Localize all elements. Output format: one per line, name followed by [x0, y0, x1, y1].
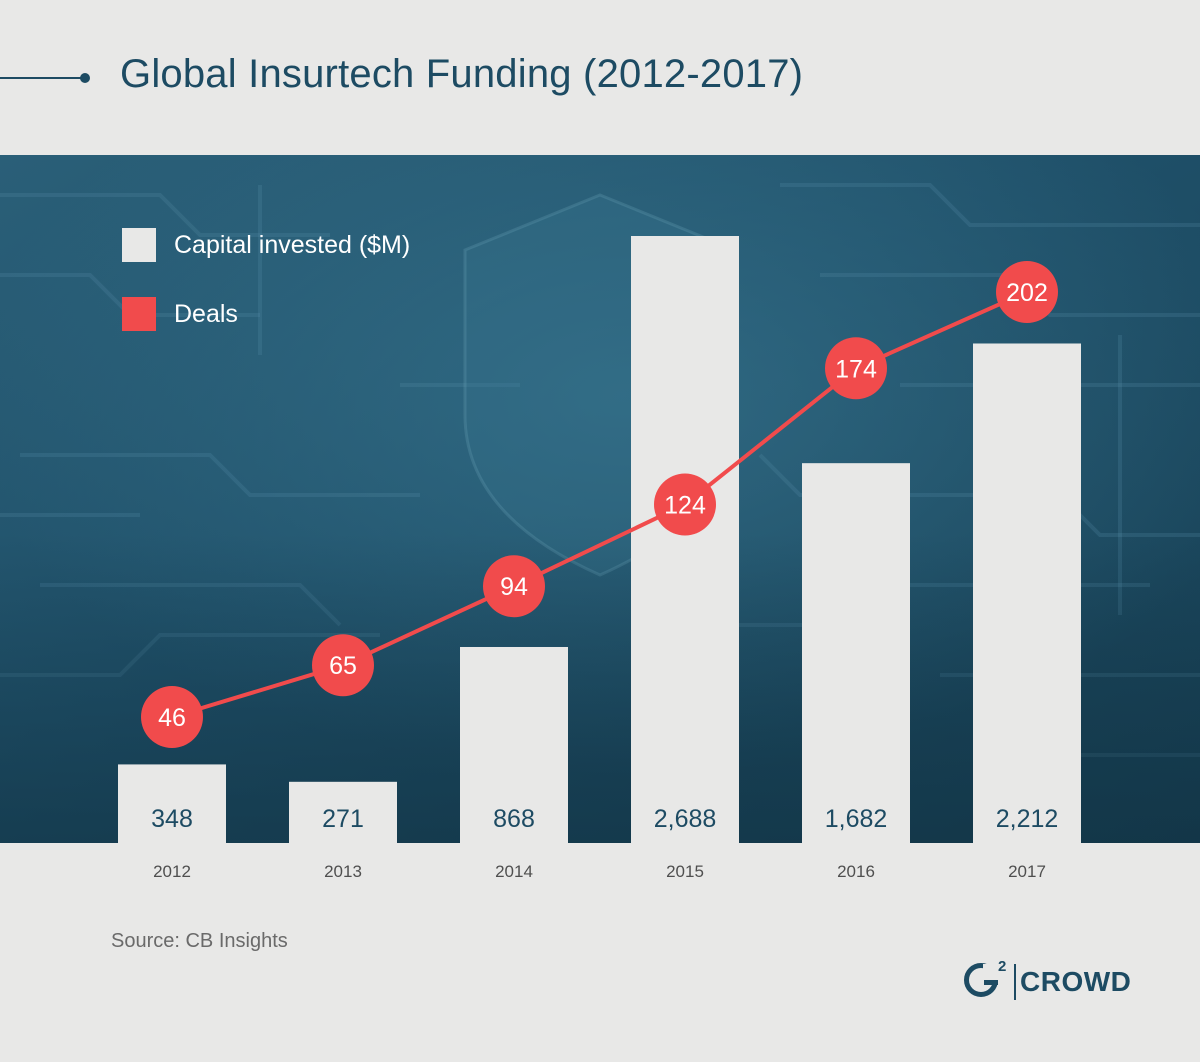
bar-2015	[631, 236, 739, 843]
chart-svg: 348 271 868 2,688 1,682 2,212 46 65 94 124 174 202…	[0, 155, 1200, 843]
legend: Capital invested ($M) Deals	[122, 228, 410, 331]
g-logo-icon	[964, 963, 999, 997]
deals-value-label: 174	[835, 355, 877, 383]
deals-value-label: 65	[329, 652, 357, 680]
deals-value-label: 94	[500, 573, 528, 601]
deals-point-2016	[825, 337, 887, 400]
bar-value-label: 348	[151, 805, 193, 833]
legend-label-capital: Capital invested ($M)	[174, 231, 410, 259]
x-tick-label: 2012	[153, 862, 191, 881]
bar-value-label: 2,212	[996, 805, 1059, 833]
chart-panel: 348 271 868 2,688 1,682 2,212 46 65 94 124 174 202…	[0, 155, 1200, 843]
deals-value-label: 202	[1006, 279, 1048, 307]
bar-series	[118, 236, 1081, 843]
bar-2012	[118, 764, 226, 843]
deals-point-2015	[654, 473, 716, 536]
bar-2014	[460, 646, 568, 843]
deals-value-label: 124	[664, 492, 706, 520]
logo-wordmark: CROWD	[1020, 966, 1132, 997]
bar-value-label: 271	[322, 805, 364, 833]
deals-point-2017	[996, 261, 1058, 323]
bar-value-label: 2,688	[654, 805, 717, 833]
g2-crowd-logo: 2 CROWD	[964, 958, 1131, 1006]
logo-divider	[1014, 964, 1016, 1000]
deals-points: 46 65 94 124 174 202	[141, 261, 1058, 748]
legend-swatch-capital	[122, 228, 156, 262]
x-tick-label: 2013	[324, 862, 362, 881]
bar-value-label: 1,682	[825, 805, 888, 833]
x-tick-label: 2015	[666, 862, 704, 881]
header-accent-dot	[80, 73, 90, 83]
deals-point-2013	[312, 634, 374, 697]
bar-value-label: 868	[493, 805, 535, 833]
x-tick-label: 2016	[837, 862, 875, 881]
logo-superscript: 2	[998, 958, 1007, 975]
bar-2016	[802, 463, 910, 843]
deals-value-label: 46	[158, 704, 186, 732]
legend-swatch-deals	[122, 297, 156, 331]
x-tick-label: 2014	[495, 862, 533, 881]
source-note: Source: CB Insights	[111, 930, 288, 952]
deals-point-2014	[483, 555, 545, 618]
legend-label-deals: Deals	[174, 300, 238, 328]
header-accent-line	[0, 77, 82, 79]
bar-2013	[289, 781, 397, 843]
deals-point-2012	[141, 686, 203, 748]
x-axis-labels: 2012 2013 2014 2015 2016 2017	[0, 862, 1200, 886]
bar-2017	[973, 343, 1081, 843]
bar-value-labels: 348 271 868 2,688 1,682 2,212	[151, 805, 1058, 833]
header: Global Insurtech Funding (2012-2017)	[0, 0, 1200, 155]
x-tick-label: 2017	[1008, 862, 1046, 881]
chart-title: Global Insurtech Funding (2012-2017)	[120, 52, 804, 96]
